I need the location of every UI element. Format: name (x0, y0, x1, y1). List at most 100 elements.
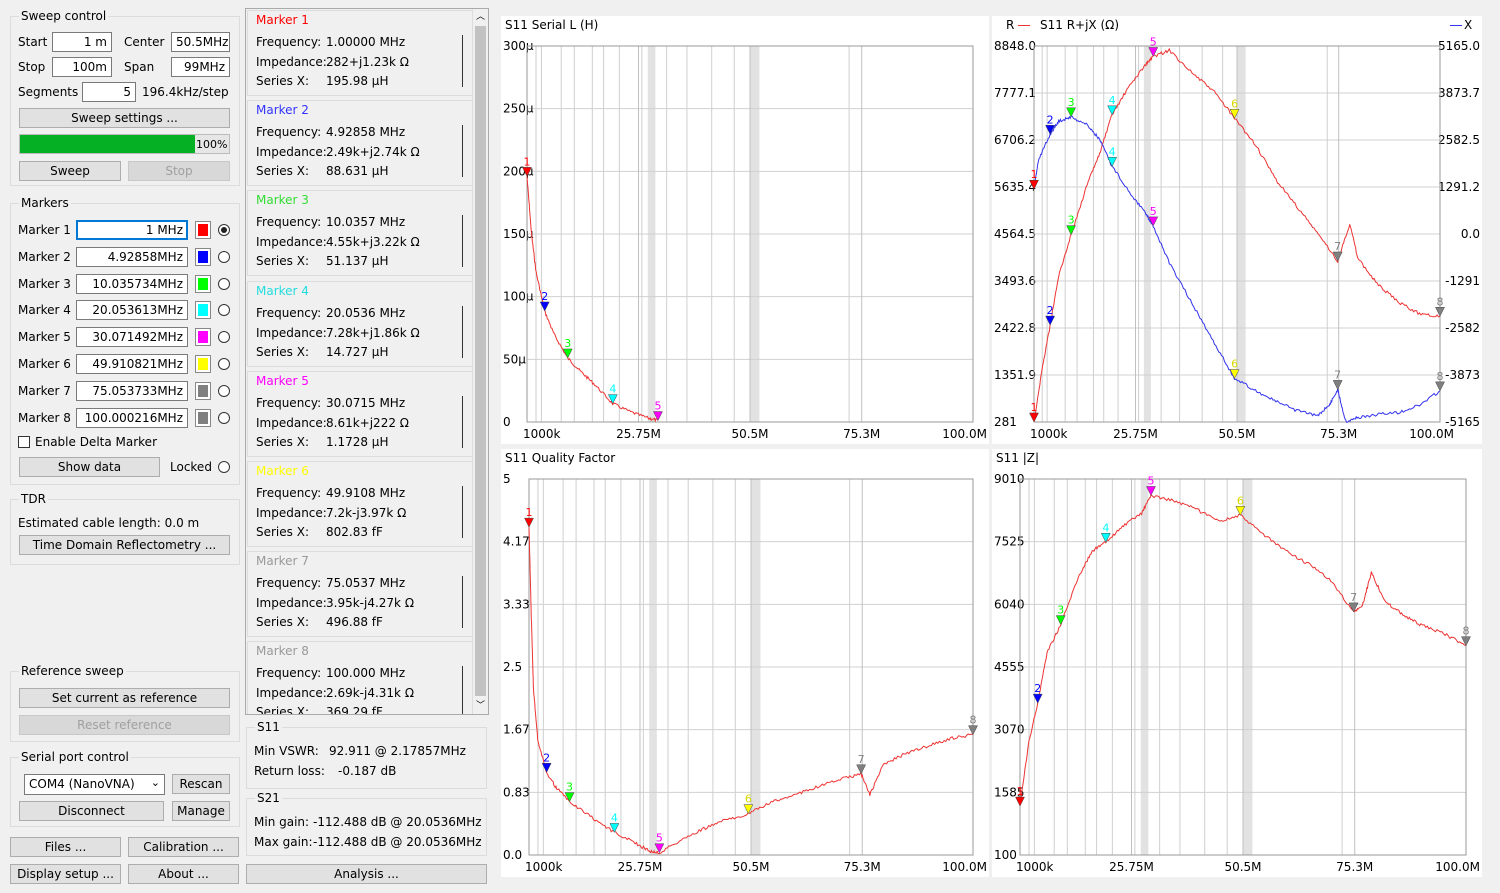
marker-6-label: Marker 6 (18, 357, 71, 371)
scrollbar-thumb[interactable] (475, 26, 486, 696)
locked-label: Locked (170, 460, 212, 474)
marker-5-label: 5 (656, 832, 663, 845)
scroll-down-icon[interactable]: ﹀ (475, 701, 485, 711)
marker-7-color-button[interactable] (195, 381, 211, 400)
series-x-label: Series X: (256, 705, 309, 715)
display-setup-button[interactable]: Display setup ... (10, 864, 121, 884)
y-tick-label: 0.83 (503, 785, 530, 799)
marker-5-triangle (653, 411, 663, 422)
marker-5-color-button[interactable] (195, 328, 211, 347)
marker-7-frequency-input[interactable]: 75.053733MHz (76, 380, 188, 401)
marker-6-color-button[interactable] (195, 355, 211, 373)
marker-8-frequency-input[interactable]: 100.000216MHz (76, 407, 188, 428)
impedance-value: 3.95k-j4.27k Ω (326, 596, 414, 611)
marker-5-select-radio[interactable] (218, 331, 230, 344)
chart-title: S11 Serial L (H) (505, 18, 599, 32)
x-tick-label: 100.0M (942, 427, 987, 441)
sweep-progress-fill (20, 135, 195, 153)
marker-3-frequency-input[interactable]: 10.035734MHz (76, 273, 188, 294)
segments-input[interactable]: 5 (82, 82, 136, 102)
start-label: Start (18, 35, 48, 49)
chart-3[interactable]: 5 4.17 3.33 2.5 1.67 0.83 0.0 1000k 25.75M 50.5M 7… (501, 449, 989, 877)
chevron-down-icon: ⌄ (150, 776, 160, 789)
marker-7-triangle (856, 764, 867, 775)
marker-7-select-radio[interactable] (218, 384, 230, 397)
marker-3-triangle (562, 348, 573, 359)
locked-radio[interactable] (218, 461, 230, 473)
marker-1-frequency-input[interactable]: 1 MHz (76, 220, 188, 240)
center-input[interactable]: 50.5MHz (171, 32, 230, 52)
s11-summary-group: S11 (246, 720, 487, 789)
rescan-button[interactable]: Rescan (172, 774, 230, 794)
marker-1-color-button[interactable] (195, 221, 211, 239)
marker-6-frequency-input[interactable]: 49.910821MHz (76, 354, 188, 374)
sweep-progress-bar (19, 134, 230, 154)
set-reference-button[interactable]: Set current as reference (19, 688, 230, 708)
y-tick-label: 4.17 (503, 535, 530, 549)
min-gain-label: Min gain: (254, 815, 310, 829)
chart-2[interactable]: 8848.0 7777.1 6706.2 5635.4 4564.5 3493.6 2422… (992, 16, 1482, 444)
port-select[interactable]: COM4 (NanoVNA) ⌄ (24, 774, 165, 795)
y-tick-label: 2.5 (503, 660, 522, 674)
marker-7-triangle (1332, 380, 1343, 390)
series-line-trace (1019, 493, 1467, 807)
series-x-label: Series X: (256, 525, 309, 539)
tdr-group: TDR (10, 492, 240, 565)
marker-3-triangle (1055, 615, 1066, 626)
stop-input[interactable]: 100m (52, 57, 112, 77)
analysis-button[interactable]: Analysis ... (246, 864, 487, 884)
marker-1-select-radio[interactable] (218, 224, 230, 236)
span-input[interactable]: 99MHz (171, 57, 230, 77)
marker-1-triangle (1015, 796, 1025, 807)
frequency-label: Frequency: (256, 576, 322, 591)
disconnect-button[interactable]: Disconnect (19, 801, 164, 821)
marker-4-select-radio[interactable] (218, 304, 230, 317)
sweep-settings-button[interactable]: Sweep settings ... (19, 108, 230, 128)
marker-4-frequency-input[interactable]: 20.053613MHz (76, 300, 188, 321)
marker-2-color-button[interactable] (195, 247, 211, 266)
files-button[interactable]: Files ... (10, 837, 121, 857)
marker-3-color-button[interactable] (195, 274, 211, 293)
frequency-label: Frequency: (256, 486, 322, 500)
x-tick-label: 50.5M (1224, 860, 1261, 874)
marker-1-triangle (524, 517, 534, 528)
impedance-value: 7.2k-j3.97k Ω (326, 506, 407, 520)
marker-4-triangle (1107, 105, 1118, 116)
x-tick-label: 100.0M (1409, 427, 1454, 441)
marker-5-triangle (1146, 486, 1156, 497)
chart-1[interactable]: 300µ 250µ 200µ 150µ 100µ 50µ 0 1000k 25.75M 50.5M… (501, 16, 989, 444)
marker-6-select-radio[interactable] (218, 358, 230, 370)
marker-6-data-panel: Marker 6 Frequency: 49.9108 MHz Impedance: 7… (247, 461, 473, 547)
show-data-button[interactable]: Show data (19, 457, 160, 477)
marker-8-color-button[interactable] (195, 408, 211, 427)
serial-title: Serial port control (19, 750, 131, 764)
marker-8-color-swatch (198, 411, 208, 424)
x-tick-label: 25.75M (1113, 427, 1158, 441)
sweep-button[interactable]: Sweep (19, 161, 121, 181)
panel-divider (462, 215, 463, 268)
impedance-label: Impedance: (256, 55, 327, 69)
stop-button[interactable]: Stop (128, 161, 230, 181)
marker-2-triangle (539, 301, 550, 312)
tdr-button[interactable]: Time Domain Reflectometry ... (19, 535, 230, 555)
reset-reference-button[interactable]: Reset reference (19, 715, 230, 735)
y-tick-label: 50µ (503, 352, 526, 366)
manage-button[interactable]: Manage (172, 801, 230, 821)
about-button[interactable]: About ... (128, 864, 239, 884)
marker-2-select-radio[interactable] (218, 250, 230, 263)
scrollbar[interactable]: ︿ ﹀ (472, 9, 488, 714)
chart-4[interactable]: 9010 7525 6040 4555 3070 1585 100 1000k 25.75M 50… (992, 449, 1482, 877)
marker-2-frequency-input[interactable]: 4.92858MHz (76, 246, 188, 267)
marker-4-color-button[interactable] (195, 301, 211, 320)
marker-1-label: 1 (526, 506, 533, 519)
marker-5-frequency-input[interactable]: 30.071492MHz (76, 327, 188, 348)
marker-1-label: 1 (1031, 401, 1038, 414)
delta-marker-checkbox[interactable] (18, 436, 30, 448)
x-tick-label: 100.0M (1435, 860, 1480, 874)
calibration-button[interactable]: Calibration ... (128, 837, 239, 857)
start-input[interactable]: 1 m (52, 32, 112, 52)
scroll-up-icon[interactable]: ︿ (475, 12, 485, 22)
marker-8-select-radio[interactable] (218, 411, 230, 424)
frequency-value: 75.0537 MHz (326, 576, 406, 591)
marker-3-select-radio[interactable] (218, 277, 230, 290)
